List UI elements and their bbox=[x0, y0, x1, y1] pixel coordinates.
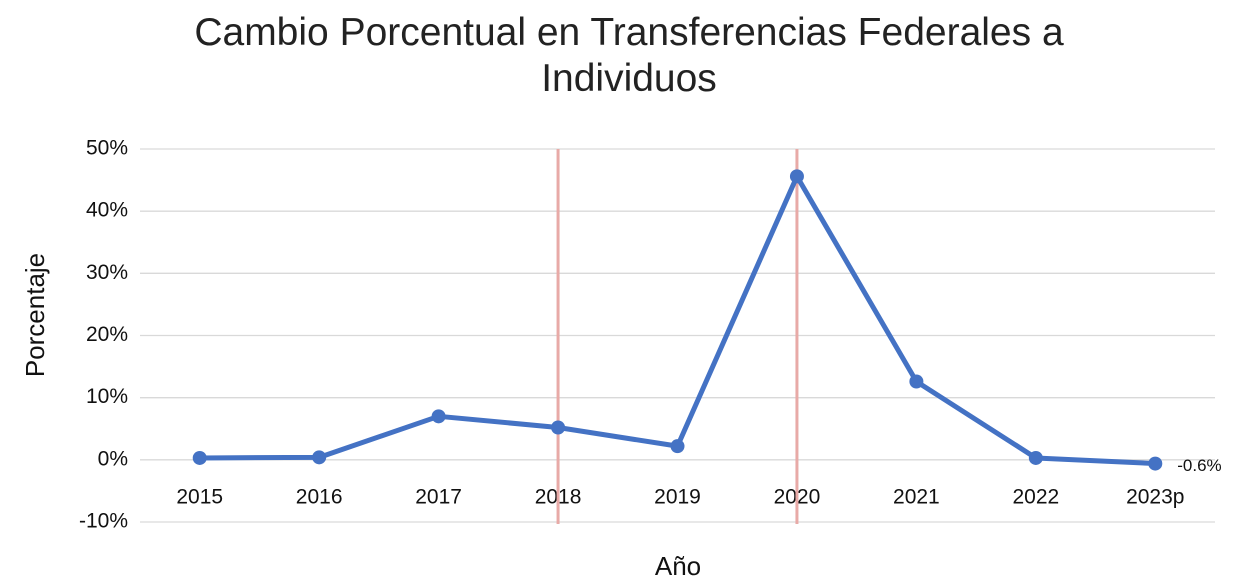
x-axis-title: Año bbox=[655, 551, 701, 581]
y-axis-title: Porcentaje bbox=[20, 253, 50, 377]
y-tick-label: 50% bbox=[86, 137, 128, 160]
y-tick-label: 10% bbox=[86, 385, 128, 408]
point bbox=[909, 374, 924, 389]
x-tick-label: 2015 bbox=[176, 485, 223, 508]
x-tick-label: 2017 bbox=[415, 485, 462, 508]
y-tick-label: -10% bbox=[79, 510, 128, 533]
x-tick-label: 2023p bbox=[1126, 485, 1184, 508]
x-tick-label: 2016 bbox=[296, 485, 343, 508]
point bbox=[1028, 450, 1043, 465]
x-tick-label: 2022 bbox=[1012, 485, 1059, 508]
point bbox=[789, 169, 804, 184]
chart-title: Cambio Porcentual en Transferencias Fede… bbox=[194, 11, 1064, 100]
data-label: -0.6% bbox=[1177, 456, 1221, 475]
point bbox=[670, 439, 685, 454]
y-tick-label: 40% bbox=[86, 199, 128, 222]
y-tick-label: 20% bbox=[86, 323, 128, 346]
point bbox=[551, 420, 566, 435]
x-tick-label: 2019 bbox=[654, 485, 701, 508]
y-tick-label: 30% bbox=[86, 261, 128, 284]
point bbox=[312, 450, 327, 465]
y-tick-label: 0% bbox=[98, 447, 128, 470]
point bbox=[1148, 456, 1163, 471]
x-tick-label: 2021 bbox=[893, 485, 940, 508]
point bbox=[431, 409, 446, 424]
line bbox=[199, 173, 1156, 467]
point bbox=[192, 450, 207, 465]
